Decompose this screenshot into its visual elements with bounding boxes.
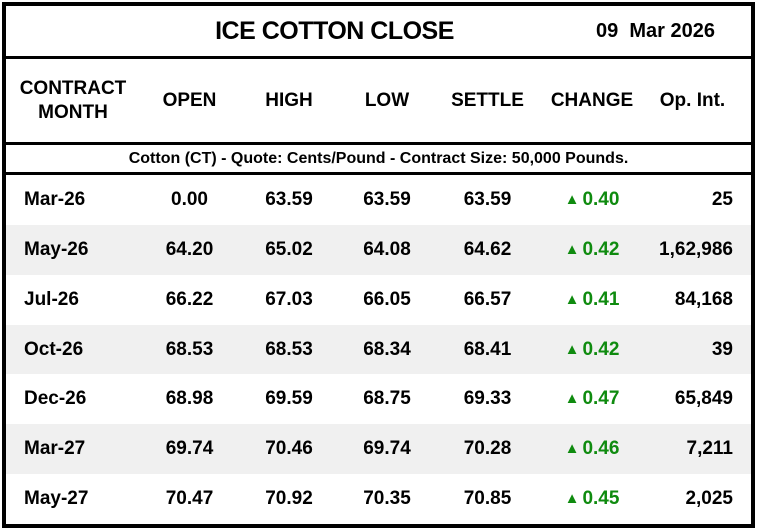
up-arrow-icon: ▲	[564, 190, 580, 208]
contract-spec-subtitle: Cotton (CT) - Quote: Cents/Pound - Contr…	[6, 145, 751, 175]
change-value: 0.40	[582, 188, 620, 210]
col-header-settle: SETTLE	[451, 89, 524, 111]
change-cell: ▲ 0.41	[540, 289, 644, 311]
open-interest-cell: 65,849	[674, 388, 733, 410]
change-cell: ▲ 0.45	[540, 488, 644, 510]
open-cell: 68.98	[165, 388, 214, 410]
col-header-low: LOW	[364, 89, 410, 111]
page-title: ICE COTTON CLOSE	[215, 16, 454, 45]
table-row: May-26 64.20 65.02 64.08 64.62 ▲ 0.42 1,6…	[6, 224, 751, 275]
table-row: Mar-26 0.00 63.59 63.59 63.59 ▲ 0.40 25	[6, 175, 751, 225]
col-header-high: HIGH	[265, 89, 313, 111]
table-header-row: CONTRACT MONTH OPEN HIGH LOW SETTLE CHAN…	[6, 59, 751, 145]
table-row: Mar-27 69.74 70.46 69.74 70.28 ▲ 0.46 7,2…	[6, 424, 751, 475]
contract-month-cell: Oct-26	[24, 338, 84, 360]
low-cell: 68.75	[363, 388, 411, 410]
low-cell: 70.35	[363, 488, 411, 510]
settle-cell: 68.41	[463, 338, 512, 360]
table-body: Mar-26 0.00 63.59 63.59 63.59 ▲ 0.40 25 M…	[6, 175, 751, 524]
open-interest-cell: 84,168	[674, 288, 733, 310]
high-cell: 65.02	[265, 238, 313, 260]
contract-month-cell: Dec-26	[24, 388, 87, 410]
contract-month-cell: Mar-26	[24, 188, 86, 210]
contract-month-cell: Jul-26	[24, 288, 79, 310]
settle-cell: 66.57	[463, 288, 512, 310]
low-cell: 63.59	[363, 188, 411, 210]
open-interest-cell: 25	[711, 188, 733, 210]
change-value: 0.45	[582, 488, 620, 510]
change-value: 0.41	[582, 288, 620, 310]
change-cell: ▲ 0.42	[540, 239, 644, 261]
up-arrow-icon: ▲	[564, 440, 580, 458]
open-cell: 69.74	[165, 438, 214, 460]
up-arrow-icon: ▲	[564, 290, 580, 308]
change-value: 0.46	[582, 438, 620, 460]
change-cell: ▲ 0.47	[540, 388, 644, 410]
change-value: 0.42	[582, 238, 620, 260]
low-cell: 68.34	[363, 338, 411, 360]
contract-month-cell: May-26	[24, 238, 89, 260]
high-cell: 67.03	[265, 288, 313, 310]
table-row: Jul-26 66.22 67.03 66.05 66.57 ▲ 0.41 84,…	[6, 275, 751, 325]
change-value: 0.47	[582, 388, 620, 410]
up-arrow-icon: ▲	[564, 490, 580, 508]
low-cell: 69.74	[363, 438, 411, 460]
open-cell: 66.22	[165, 288, 214, 310]
open-interest-cell: 7,211	[686, 438, 734, 460]
settle-cell: 70.28	[463, 438, 512, 460]
change-value: 0.42	[582, 338, 620, 360]
open-cell: 64.20	[165, 238, 214, 260]
open-cell: 0.00	[171, 188, 208, 210]
low-cell: 66.05	[363, 288, 411, 310]
table-row: Oct-26 68.53 68.53 68.34 68.41 ▲ 0.42 39	[6, 324, 751, 375]
report-date: 09 Mar 2026	[596, 19, 715, 42]
open-cell: 68.53	[165, 338, 214, 360]
high-cell: 69.59	[265, 388, 313, 410]
up-arrow-icon: ▲	[564, 240, 580, 258]
settle-cell: 69.33	[463, 388, 512, 410]
settle-cell: 63.59	[463, 188, 512, 210]
col-header-open-interest: Op. Int.	[659, 89, 726, 111]
settle-cell: 64.62	[463, 238, 512, 260]
up-arrow-icon: ▲	[564, 390, 580, 408]
col-header-change: CHANGE	[550, 89, 634, 111]
table-row: Dec-26 68.98 69.59 68.75 69.33 ▲ 0.47 65,…	[6, 374, 751, 424]
contract-month-cell: May-27	[24, 488, 89, 510]
change-cell: ▲ 0.42	[540, 339, 644, 361]
contract-month-cell: Mar-27	[24, 438, 86, 460]
open-interest-cell: 2,025	[685, 488, 733, 510]
col-header-open: OPEN	[162, 89, 217, 111]
change-cell: ▲ 0.46	[540, 438, 644, 460]
high-cell: 70.92	[265, 488, 313, 510]
change-cell: ▲ 0.40	[540, 189, 644, 211]
open-interest-cell: 1,62,986	[659, 238, 733, 260]
high-cell: 70.46	[265, 438, 313, 460]
col-header-contract-month: CONTRACT MONTH	[19, 77, 127, 123]
title-bar: ICE COTTON CLOSE 09 Mar 2026	[6, 6, 751, 59]
open-cell: 70.47	[165, 488, 214, 510]
high-cell: 68.53	[265, 338, 313, 360]
low-cell: 64.08	[363, 238, 411, 260]
settle-cell: 70.85	[463, 488, 512, 510]
up-arrow-icon: ▲	[564, 340, 580, 358]
table-row: May-27 70.47 70.92 70.35 70.85 ▲ 0.45 2,0…	[6, 474, 751, 524]
open-interest-cell: 39	[711, 338, 733, 360]
high-cell: 63.59	[265, 188, 313, 210]
